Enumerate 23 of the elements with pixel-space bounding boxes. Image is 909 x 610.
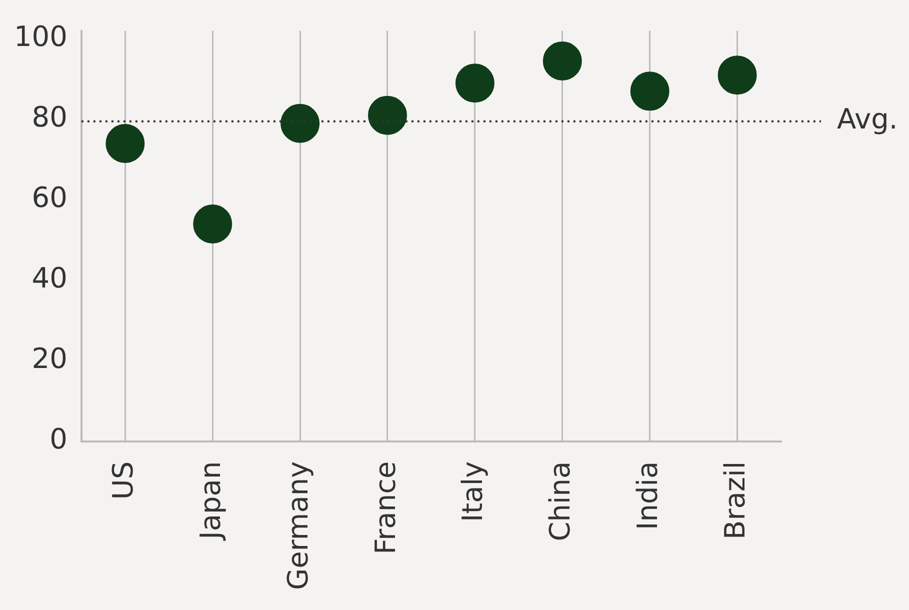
y-tick-label: 40 <box>32 262 68 295</box>
x-tick-label: France <box>368 461 402 554</box>
point <box>630 72 670 111</box>
y-tick-label: 20 <box>32 342 68 376</box>
point <box>718 56 757 95</box>
point <box>106 124 145 163</box>
point <box>368 96 407 135</box>
x-tick-label: India <box>631 461 664 530</box>
x-tick-label: China <box>544 461 577 542</box>
x-tick-label: Brazil <box>718 461 752 540</box>
point <box>542 41 582 80</box>
y-tick-label: 0 <box>50 422 68 456</box>
ref-line-label: Avg. <box>837 102 898 136</box>
x-tick-label: Germany <box>281 461 314 590</box>
x-tick-label: US <box>106 461 140 500</box>
y-tick-label: 60 <box>32 181 68 214</box>
point <box>280 104 320 143</box>
x-tick-label: Japan <box>194 461 227 542</box>
point <box>455 64 494 103</box>
y-tick-label: 80 <box>32 100 68 134</box>
point <box>193 204 232 244</box>
x-tick-label: Italy <box>456 461 490 522</box>
y-tick-label: 100 <box>14 20 68 54</box>
